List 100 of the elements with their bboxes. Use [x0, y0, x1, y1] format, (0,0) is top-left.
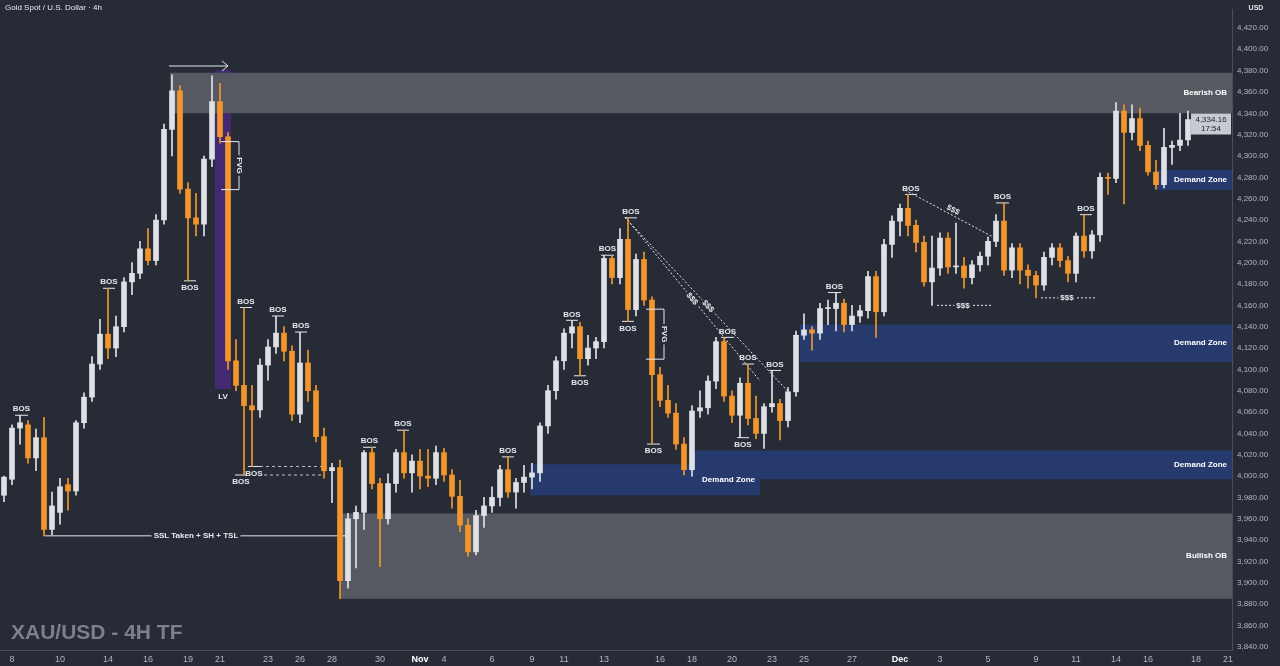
annotation: FVG — [659, 325, 669, 343]
y-tick-label: 4,300.00 — [1237, 151, 1269, 161]
x-tick-label: 30 — [374, 653, 386, 664]
x-tick-label: 14 — [102, 653, 114, 664]
annotation: BOS — [292, 321, 311, 331]
annotation: BOS — [563, 309, 582, 319]
annotation: BOS — [622, 207, 641, 217]
y-tick-label: 4,100.00 — [1237, 364, 1269, 374]
x-tick-label: Dec — [891, 653, 909, 664]
band-label: Bullish OB — [1186, 551, 1228, 561]
x-tick-label: 9 — [529, 653, 535, 664]
text: XAU/USD - 4H TF — [11, 619, 183, 643]
y-tick-label: 4,120.00 — [1237, 343, 1269, 353]
y-tick-label: 4,340.00 — [1237, 108, 1269, 118]
x-tick-label: 21 — [1222, 653, 1234, 664]
annotation: BOS — [1077, 203, 1096, 213]
annotation: BOS — [619, 323, 638, 333]
x-tick-label: 19 — [182, 653, 194, 664]
y-tick-label: 4,180.00 — [1237, 279, 1269, 289]
annotation: BOS — [181, 283, 200, 293]
y-tick-label: 4,320.00 — [1237, 129, 1269, 139]
annotation: $$$ — [700, 298, 717, 315]
y-tick-label: 4,360.00 — [1237, 87, 1269, 97]
band-label: Demand Zone — [702, 475, 756, 485]
band-label: Demand Zone — [1174, 175, 1228, 185]
x-tick-label: 23 — [262, 653, 274, 664]
x-tick-label: 6 — [489, 653, 495, 664]
y-tick-label: 4,240.00 — [1237, 215, 1269, 225]
annotation: FVG — [234, 157, 244, 174]
y-tick-label: 4,380.00 — [1237, 65, 1269, 75]
y-tick-label: 4,040.00 — [1237, 428, 1269, 438]
y-tick-label: 3,840.00 — [1237, 642, 1269, 651]
y-tick-label: 4,000.00 — [1237, 471, 1269, 481]
annotation: LV — [218, 392, 229, 402]
y-tick-label: 4,140.00 — [1237, 321, 1269, 331]
x-tick-label: 5 — [985, 653, 991, 664]
x-tick-label: 11 — [1071, 653, 1081, 664]
annotation: $$$ — [684, 290, 701, 308]
annotation: BOS — [718, 326, 737, 336]
y-tick-label: 4,280.00 — [1237, 172, 1269, 182]
y-tick-label: 3,880.00 — [1237, 599, 1269, 609]
band-label: Bearish OB — [1183, 88, 1228, 98]
annotation: 17:54 — [1200, 123, 1222, 133]
ref-line-label: $$$ — [1060, 293, 1075, 303]
ref-line-label: SSL Taken + SH + TSL — [153, 531, 239, 541]
chart-subtitle: Gold Spot / U.S. Dollar · 4h — [5, 3, 102, 13]
ref-line-label: $$$ — [956, 300, 971, 310]
band-label: Demand Zone — [1174, 338, 1228, 348]
annotation: $$$ — [945, 202, 962, 218]
annotation: BOS — [644, 446, 663, 456]
annotation: BOS — [734, 439, 753, 449]
annotation: BOS — [100, 277, 119, 287]
annotation: BOS — [825, 281, 844, 291]
annotation: BOS — [766, 359, 785, 369]
x-tick-label: 18 — [686, 653, 698, 664]
annotation: BOS — [12, 404, 31, 414]
annotation: BOS — [571, 377, 590, 387]
y-tick-label: 4,420.00 — [1237, 23, 1269, 33]
x-tick-label: 8 — [9, 653, 15, 664]
annotation: BOS — [993, 192, 1012, 202]
x-tick-label: 27 — [846, 653, 858, 664]
x-tick-label: 3 — [937, 653, 943, 664]
x-tick-label: 10 — [54, 653, 66, 664]
y-tick-label: 4,200.00 — [1237, 257, 1269, 267]
y-tick-label: 3,920.00 — [1237, 556, 1269, 566]
y-tick-label: 4,060.00 — [1237, 407, 1269, 417]
annotation: BOS — [360, 436, 379, 446]
annotation: BOS — [739, 353, 758, 363]
y-tick-label: 4,080.00 — [1237, 385, 1269, 395]
x-tick-label: 28 — [326, 653, 338, 664]
annotation: BOS — [598, 244, 617, 254]
y-tick-label: 3,900.00 — [1237, 577, 1269, 587]
y-tick-label: 4,020.00 — [1237, 449, 1269, 459]
y-tick-label: 4,260.00 — [1237, 193, 1269, 203]
x-tick-label: 16 — [654, 653, 666, 664]
annotation: 4,334.16 — [1195, 114, 1228, 124]
x-tick-label: 21 — [214, 653, 226, 664]
y-tick-label: 4,400.00 — [1237, 44, 1269, 54]
x-tick-label: 16 — [1142, 653, 1154, 664]
y-tick-label: 3,940.00 — [1237, 535, 1269, 545]
x-tick-label: 14 — [1110, 653, 1122, 664]
x-tick-label: 26 — [294, 653, 306, 664]
y-tick-label: 3,960.00 — [1237, 513, 1269, 523]
x-tick-label: 16 — [142, 653, 154, 664]
y-tick-label: 3,980.00 — [1237, 492, 1269, 502]
x-tick-label: 20 — [726, 653, 738, 664]
y-tick-label: 4,160.00 — [1237, 300, 1269, 310]
x-tick-label: 9 — [1033, 653, 1039, 664]
x-tick-label: 23 — [766, 653, 778, 664]
y-tick-label: 3,860.00 — [1237, 620, 1269, 630]
annotation: BOS — [245, 468, 264, 478]
annotation: BOS — [499, 446, 518, 456]
x-tick-label: 18 — [1190, 653, 1202, 664]
x-tick-label: 13 — [598, 653, 610, 664]
x-tick-label: 4 — [441, 653, 447, 664]
x-tick-label: 11 — [559, 653, 569, 664]
x-tick-label: Nov — [411, 653, 429, 664]
x-tick-label: 25 — [798, 653, 810, 664]
annotation: BOS — [237, 296, 256, 306]
annotation: BOS — [232, 477, 251, 487]
